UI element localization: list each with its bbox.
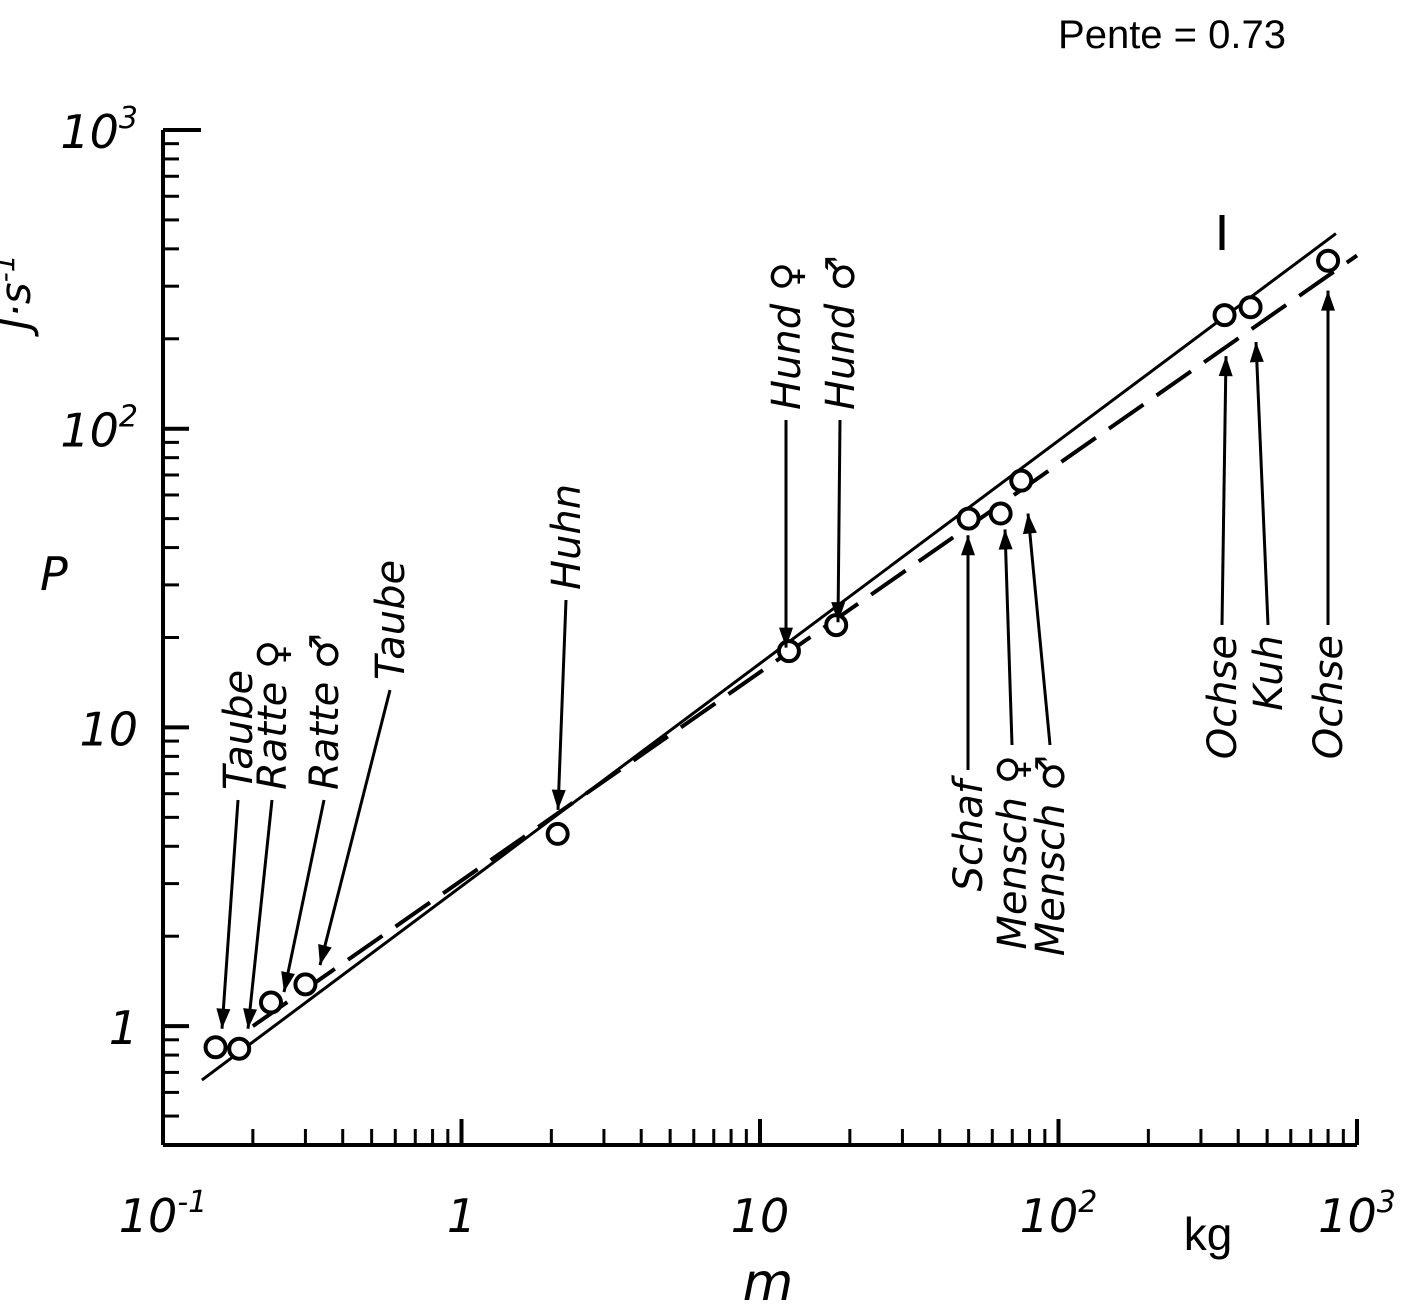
arrowhead	[243, 1008, 258, 1029]
arrowhead	[318, 944, 332, 966]
x-tick-label-exponent: 2	[1078, 1185, 1097, 1220]
x-axis-label: m	[743, 1253, 794, 1313]
data-point	[1238, 295, 1263, 320]
arrowhead	[1321, 290, 1335, 311]
point-label: Ratte ♀	[250, 640, 296, 790]
pointer-arrow	[1026, 513, 1052, 746]
data-point	[293, 972, 318, 997]
data-point	[545, 821, 570, 846]
y-tick-label-exponent: 2	[119, 400, 138, 435]
arrowhead	[831, 602, 846, 623]
y-axis-unit-exponent: -1	[0, 254, 21, 282]
point-label: Taube	[216, 670, 262, 790]
arrowhead	[1249, 342, 1264, 363]
point-label: Mensch ♂	[1028, 755, 1074, 956]
data-point	[203, 1035, 228, 1060]
arrowhead	[216, 1008, 231, 1029]
fit-line-dashed	[251, 253, 1359, 1028]
arrowhead	[1218, 356, 1233, 377]
y-tick-label: 10	[79, 702, 138, 756]
y-tick-label-base: 10	[79, 702, 138, 756]
y-axis-unit: J·s-1	[0, 254, 40, 337]
fit-line-solid	[201, 232, 1337, 1082]
y-tick-label-base: 1	[109, 1001, 138, 1055]
slope-annotation: Pente = 0.73	[1058, 13, 1286, 57]
point-label: Hund ♀	[764, 262, 810, 410]
point-label: Ratte ♂	[302, 633, 348, 790]
point-label: Ochse	[1200, 635, 1246, 759]
x-tick-label: 1	[447, 1189, 476, 1243]
data-point	[258, 990, 283, 1015]
point-label: Taube	[368, 560, 414, 680]
data-point	[1009, 468, 1034, 493]
pointer-arrow	[220, 799, 240, 1029]
data-point	[824, 613, 849, 638]
x-tick-label: 10	[731, 1189, 790, 1243]
y-tick-label-base: 10	[60, 105, 119, 159]
arrowhead	[779, 627, 793, 648]
x-tick-label: 103	[1318, 1185, 1396, 1243]
y-axis-label: P	[40, 547, 68, 601]
x-tick-label-base: 10	[1318, 1189, 1377, 1243]
pointer-arrow	[1003, 529, 1014, 746]
point-label: Ochse	[1306, 635, 1352, 759]
data-point	[776, 639, 801, 664]
pointer-arrow	[246, 799, 274, 1029]
arrowhead	[1022, 513, 1037, 535]
pointer-arrow	[1220, 356, 1228, 626]
x-tick-label-base: 10	[119, 1189, 178, 1243]
pointer-arrow	[1254, 342, 1270, 626]
x-tick-label-exponent: 3	[1377, 1185, 1396, 1220]
data-point	[1212, 303, 1237, 328]
x-tick-label-exponent: -1	[177, 1185, 207, 1220]
x-tick-label: 102	[1020, 1185, 1098, 1243]
pointer-arrow	[836, 419, 842, 623]
pointer-arrow	[318, 689, 392, 966]
arrowhead	[281, 971, 295, 993]
y-tick-label-base: 10	[60, 404, 119, 458]
x-tick-label-base: 1	[447, 1189, 476, 1243]
arrowhead	[961, 535, 975, 556]
point-label: Huhn	[544, 484, 590, 590]
data-point	[227, 1036, 252, 1061]
y-axis-unit-base: J·s	[0, 282, 40, 337]
x-axis-unit: kg	[1184, 1208, 1233, 1260]
x-tick-label: 10-1	[119, 1185, 207, 1243]
pointer-arrow	[556, 599, 568, 810]
point-label: Schaf	[946, 774, 992, 891]
pointer-arrow	[282, 799, 326, 993]
arrowhead	[998, 529, 1013, 550]
point-label: Hund ♂	[818, 255, 864, 410]
y-tick-label: 1	[109, 1001, 138, 1055]
point-label: Kuh	[1246, 635, 1292, 711]
y-tick-label: 103	[60, 101, 138, 159]
fit-lines	[201, 232, 1359, 1082]
x-tick-label-base: 10	[731, 1189, 790, 1243]
point-label: Mensch ♀	[990, 755, 1036, 950]
y-tick-label-exponent: 3	[119, 101, 138, 136]
y-tick-label: 102	[60, 400, 138, 458]
arrowhead	[551, 789, 566, 810]
data-point	[988, 501, 1013, 526]
data-point	[1316, 248, 1341, 273]
data-point	[956, 506, 981, 531]
x-tick-label-base: 10	[1020, 1189, 1079, 1243]
data-points	[203, 248, 1341, 1061]
